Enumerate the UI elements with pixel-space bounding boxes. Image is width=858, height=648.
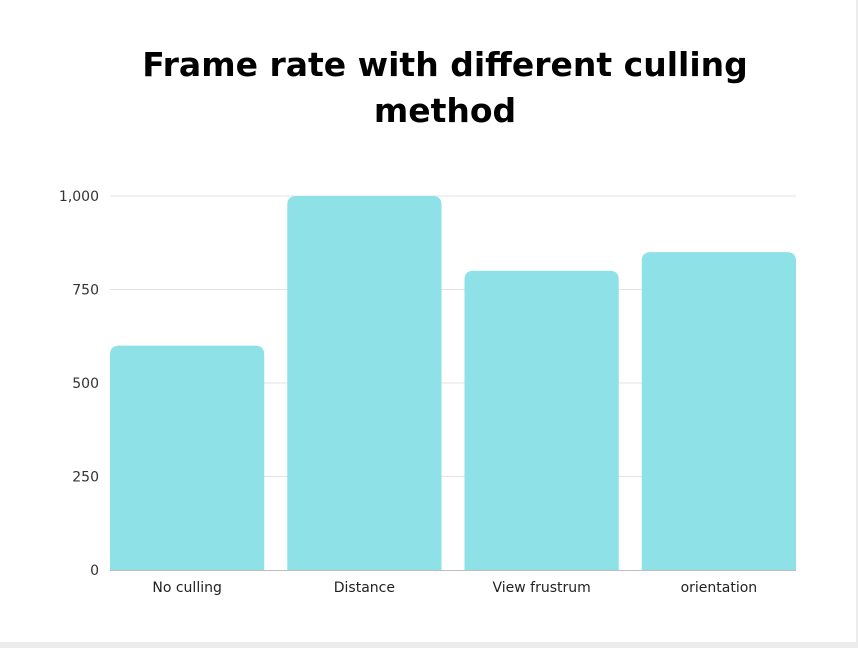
x-axis-labels: No culling Distance View frustrum orientati…: [152, 580, 757, 596]
bar-orientation: [641, 252, 796, 570]
y-tick-label: 750: [72, 283, 99, 299]
bars: [110, 196, 796, 570]
x-tick-label: View frustrum: [492, 580, 590, 596]
bar-view-frustrum: [464, 270, 619, 570]
y-tick-label: 0: [90, 563, 99, 579]
chart-title-line-2: method: [373, 91, 517, 130]
x-tick-label: orientation: [681, 580, 758, 596]
bar-no-culling: [110, 345, 265, 570]
chart-title: Frame rate with different culling method: [0, 42, 858, 134]
bar-distance: [287, 196, 442, 570]
y-tick-label: 1,000: [59, 189, 99, 205]
x-tick-label: Distance: [334, 580, 395, 596]
y-tick-label: 500: [72, 376, 99, 392]
y-tick-label: 250: [72, 470, 99, 486]
y-axis-ticks: 0 250 500 750 1,000: [59, 189, 99, 579]
chart-title-line-1: Frame rate with different culling: [142, 45, 748, 84]
x-tick-label: No culling: [152, 580, 222, 596]
